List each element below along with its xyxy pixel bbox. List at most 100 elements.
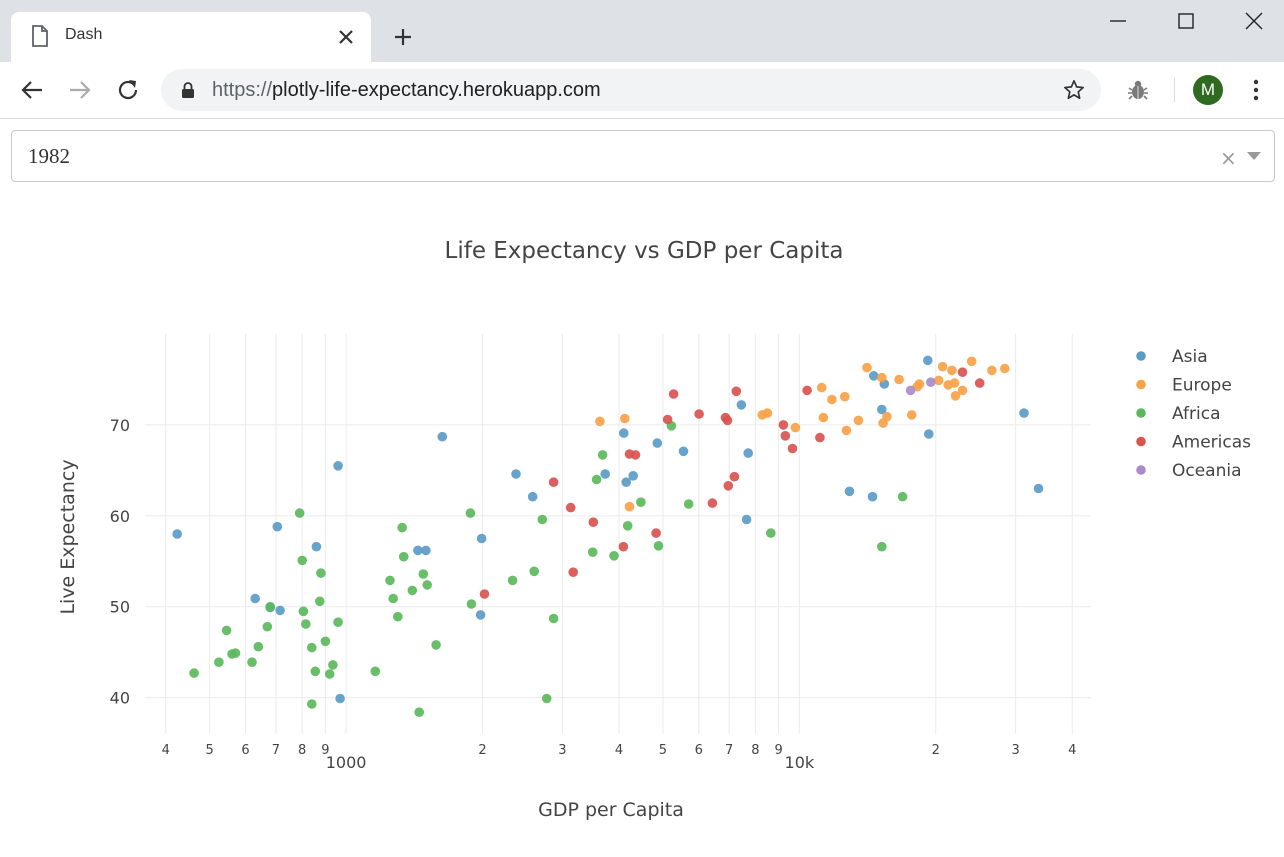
data-point-asia[interactable] xyxy=(923,355,933,366)
data-point-europe[interactable] xyxy=(790,422,801,433)
data-point-americas[interactable] xyxy=(479,589,490,599)
data-point-americas[interactable] xyxy=(723,481,734,491)
data-point-africa[interactable] xyxy=(897,491,908,502)
data-point-asia[interactable] xyxy=(741,514,752,525)
data-point-europe[interactable] xyxy=(827,394,837,405)
data-point-africa[interactable] xyxy=(298,606,309,617)
profile-avatar[interactable]: M xyxy=(1193,75,1223,105)
window-close-icon[interactable] xyxy=(1243,10,1265,32)
back-icon[interactable] xyxy=(20,79,44,101)
data-point-africa[interactable] xyxy=(653,541,664,551)
legend-item-americas[interactable]: Americas xyxy=(1136,433,1251,453)
data-point-europe[interactable] xyxy=(906,410,917,420)
data-point-europe[interactable] xyxy=(762,408,773,418)
data-point-americas[interactable] xyxy=(618,541,629,552)
data-point-asia[interactable] xyxy=(476,533,487,544)
data-point-africa[interactable] xyxy=(537,514,548,525)
reload-icon[interactable] xyxy=(116,78,140,102)
data-point-asia[interactable] xyxy=(867,491,878,502)
data-point-africa[interactable] xyxy=(214,657,224,667)
data-point-africa[interactable] xyxy=(431,640,441,650)
clear-icon[interactable]: × xyxy=(1220,146,1237,170)
data-point-europe[interactable] xyxy=(816,382,827,393)
data-point-americas[interactable] xyxy=(731,386,742,397)
minimize-icon[interactable] xyxy=(1107,10,1129,32)
data-point-europe[interactable] xyxy=(840,391,850,402)
data-point-africa[interactable] xyxy=(541,693,552,704)
data-point-africa[interactable] xyxy=(388,593,399,604)
data-point-europe[interactable] xyxy=(987,365,997,376)
data-point-europe[interactable] xyxy=(853,415,864,426)
data-point-asia[interactable] xyxy=(250,593,260,604)
data-point-asia[interactable] xyxy=(1033,483,1044,494)
data-point-africa[interactable] xyxy=(307,642,317,653)
data-point-oceania[interactable] xyxy=(926,377,936,388)
bookmark-star-icon[interactable] xyxy=(1063,79,1085,101)
data-point-africa[interactable] xyxy=(636,497,646,508)
data-point-africa[interactable] xyxy=(591,474,602,485)
menu-kebab-icon[interactable] xyxy=(1246,78,1266,102)
data-point-europe[interactable] xyxy=(914,379,925,389)
data-point-europe[interactable] xyxy=(862,362,872,373)
data-point-americas[interactable] xyxy=(565,502,576,513)
new-tab-icon[interactable] xyxy=(393,27,413,47)
data-point-africa[interactable] xyxy=(683,499,694,509)
data-point-asia[interactable] xyxy=(311,541,322,552)
data-point-africa[interactable] xyxy=(622,521,633,531)
data-point-americas[interactable] xyxy=(802,385,812,396)
data-point-asia[interactable] xyxy=(652,438,663,448)
data-point-europe[interactable] xyxy=(957,385,968,396)
data-point-africa[interactable] xyxy=(320,636,331,647)
data-point-americas[interactable] xyxy=(974,378,985,388)
data-point-africa[interactable] xyxy=(189,668,199,678)
legend-item-africa[interactable]: Africa xyxy=(1136,404,1221,424)
data-point-africa[interactable] xyxy=(507,575,518,586)
data-point-europe[interactable] xyxy=(624,501,635,512)
data-point-africa[interactable] xyxy=(301,619,311,629)
legend-item-europe[interactable]: Europe xyxy=(1136,376,1232,396)
data-point-africa[interactable] xyxy=(529,566,539,577)
data-point-africa[interactable] xyxy=(328,660,338,670)
data-point-africa[interactable] xyxy=(315,596,325,607)
data-point-americas[interactable] xyxy=(662,414,673,425)
data-point-africa[interactable] xyxy=(422,580,433,590)
close-tab-icon[interactable] xyxy=(337,28,355,46)
legend-item-asia[interactable]: Asia xyxy=(1136,347,1208,367)
data-point-europe[interactable] xyxy=(933,375,944,386)
data-point-africa[interactable] xyxy=(265,601,276,612)
data-point-americas[interactable] xyxy=(630,450,641,460)
data-point-americas[interactable] xyxy=(729,471,740,482)
data-point-asia[interactable] xyxy=(621,477,631,488)
data-point-africa[interactable] xyxy=(597,450,608,460)
data-point-africa[interactable] xyxy=(253,641,264,652)
data-point-africa[interactable] xyxy=(414,707,425,717)
data-point-europe[interactable] xyxy=(949,378,960,388)
data-point-europe[interactable] xyxy=(966,356,977,367)
data-point-americas[interactable] xyxy=(787,443,798,454)
data-point-europe[interactable] xyxy=(937,361,948,372)
data-point-asia[interactable] xyxy=(924,429,934,439)
data-point-asia[interactable] xyxy=(335,693,345,704)
data-point-asia[interactable] xyxy=(475,610,486,620)
forward-icon[interactable] xyxy=(68,79,92,101)
data-point-asia[interactable] xyxy=(619,428,629,438)
data-point-americas[interactable] xyxy=(778,420,789,430)
data-point-asia[interactable] xyxy=(511,469,521,479)
data-point-africa[interactable] xyxy=(466,599,477,609)
data-point-africa[interactable] xyxy=(393,611,403,622)
data-point-africa[interactable] xyxy=(324,669,335,679)
data-point-africa[interactable] xyxy=(407,585,418,596)
data-point-africa[interactable] xyxy=(262,621,273,632)
data-point-asia[interactable] xyxy=(437,431,448,442)
data-point-africa[interactable] xyxy=(465,508,476,518)
data-point-asia[interactable] xyxy=(877,404,887,415)
data-point-europe[interactable] xyxy=(1000,363,1010,374)
data-point-africa[interactable] xyxy=(297,555,308,566)
dropdown-arrow-icon[interactable] xyxy=(1247,152,1261,160)
data-point-asia[interactable] xyxy=(272,521,283,532)
data-point-asia[interactable] xyxy=(600,469,610,479)
data-point-africa[interactable] xyxy=(316,568,326,578)
data-point-africa[interactable] xyxy=(333,617,343,627)
data-point-europe[interactable] xyxy=(894,374,904,385)
data-point-africa[interactable] xyxy=(397,522,408,533)
